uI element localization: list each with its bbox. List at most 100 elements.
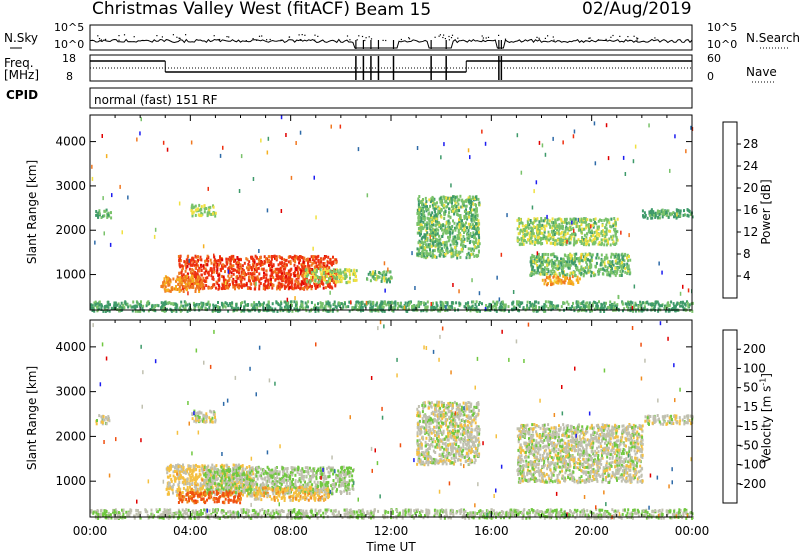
noise-cell xyxy=(136,137,138,142)
data-cell xyxy=(616,257,619,261)
data-cell xyxy=(471,247,474,251)
noise-cell xyxy=(552,136,554,141)
nave-tick-top: 60 xyxy=(707,52,721,65)
data-cell xyxy=(603,237,606,241)
data-cell xyxy=(597,256,600,260)
data-cell xyxy=(285,271,288,275)
data-cell xyxy=(289,300,292,304)
data-cell xyxy=(635,303,638,307)
nsky-point xyxy=(536,36,538,38)
data-cell xyxy=(516,238,519,242)
data-cell xyxy=(467,305,470,309)
data-cell xyxy=(354,305,357,309)
data-cell xyxy=(516,301,519,305)
data-cell xyxy=(186,272,189,276)
data-cell xyxy=(556,267,558,271)
data-cell xyxy=(540,219,543,223)
data-cell xyxy=(236,285,239,289)
date-label: 02/Aug/2019 xyxy=(582,0,692,19)
data-cell xyxy=(253,270,256,274)
data-cell xyxy=(184,278,187,282)
noise-cell xyxy=(594,161,597,166)
nsky-point xyxy=(448,39,450,41)
data-cell xyxy=(431,203,434,207)
data-cell xyxy=(359,309,362,313)
data-cell xyxy=(445,205,448,209)
data-cell xyxy=(680,304,683,308)
data-cell xyxy=(194,213,197,217)
data-cell xyxy=(612,305,615,309)
data-cell xyxy=(114,305,117,309)
data-cell xyxy=(605,223,608,227)
data-cell xyxy=(581,238,583,242)
data-cell xyxy=(599,218,601,222)
data-cell xyxy=(331,277,334,280)
data-cell xyxy=(605,253,608,257)
data-cell xyxy=(466,236,469,240)
data-cell xyxy=(580,230,583,234)
data-cell xyxy=(449,199,452,203)
data-cell xyxy=(610,265,612,268)
noise-cell xyxy=(566,239,568,244)
data-cell xyxy=(530,272,533,276)
data-cell xyxy=(330,270,333,274)
noise-cell xyxy=(682,284,684,289)
data-cell xyxy=(613,217,616,220)
noise-cell xyxy=(577,217,580,222)
data-cell xyxy=(295,303,297,307)
data-cell xyxy=(450,225,453,229)
data-cell xyxy=(148,301,151,305)
data-cell xyxy=(558,266,561,270)
data-cell xyxy=(471,235,474,238)
nsky-point xyxy=(605,38,607,40)
data-cell xyxy=(282,309,285,313)
data-cell xyxy=(530,263,533,267)
data-cell xyxy=(552,242,555,245)
data-cell xyxy=(541,253,544,257)
data-cell xyxy=(255,266,258,270)
data-cell xyxy=(301,303,304,307)
data-cell xyxy=(178,262,181,266)
data-cell xyxy=(187,254,190,258)
data-cell xyxy=(682,213,685,217)
data-cell xyxy=(108,309,111,313)
data-cell xyxy=(565,221,568,225)
data-cell xyxy=(432,236,435,240)
data-cell xyxy=(548,275,551,279)
data-cell xyxy=(535,300,538,304)
data-cell xyxy=(416,208,419,212)
data-cell xyxy=(573,260,576,264)
noise-cell xyxy=(162,140,165,145)
data-cell xyxy=(197,305,200,309)
data-cell xyxy=(443,242,446,246)
data-cell xyxy=(242,270,245,274)
data-cell xyxy=(288,309,291,313)
nsky-point xyxy=(298,34,300,36)
data-cell xyxy=(321,305,324,309)
data-cell xyxy=(624,270,627,274)
data-cell xyxy=(549,279,552,283)
data-cell xyxy=(592,238,595,242)
data-cell xyxy=(302,277,305,281)
data-cell xyxy=(473,224,476,228)
data-cell xyxy=(392,309,395,313)
data-cell xyxy=(596,237,599,241)
data-cell xyxy=(459,214,462,217)
data-cell xyxy=(256,263,259,266)
data-cell xyxy=(233,259,235,263)
data-cell xyxy=(554,259,557,263)
data-cell xyxy=(326,274,329,278)
noise-cell xyxy=(411,251,413,256)
data-cell xyxy=(304,301,307,305)
data-cell xyxy=(617,253,620,257)
data-cell xyxy=(272,264,275,268)
data-cell xyxy=(322,286,325,290)
data-cell xyxy=(324,286,327,290)
data-cell xyxy=(575,266,577,270)
data-cell xyxy=(570,235,573,239)
data-cell xyxy=(528,306,531,310)
data-cell xyxy=(590,234,593,238)
data-cell xyxy=(566,272,569,276)
data-cell xyxy=(270,280,272,284)
